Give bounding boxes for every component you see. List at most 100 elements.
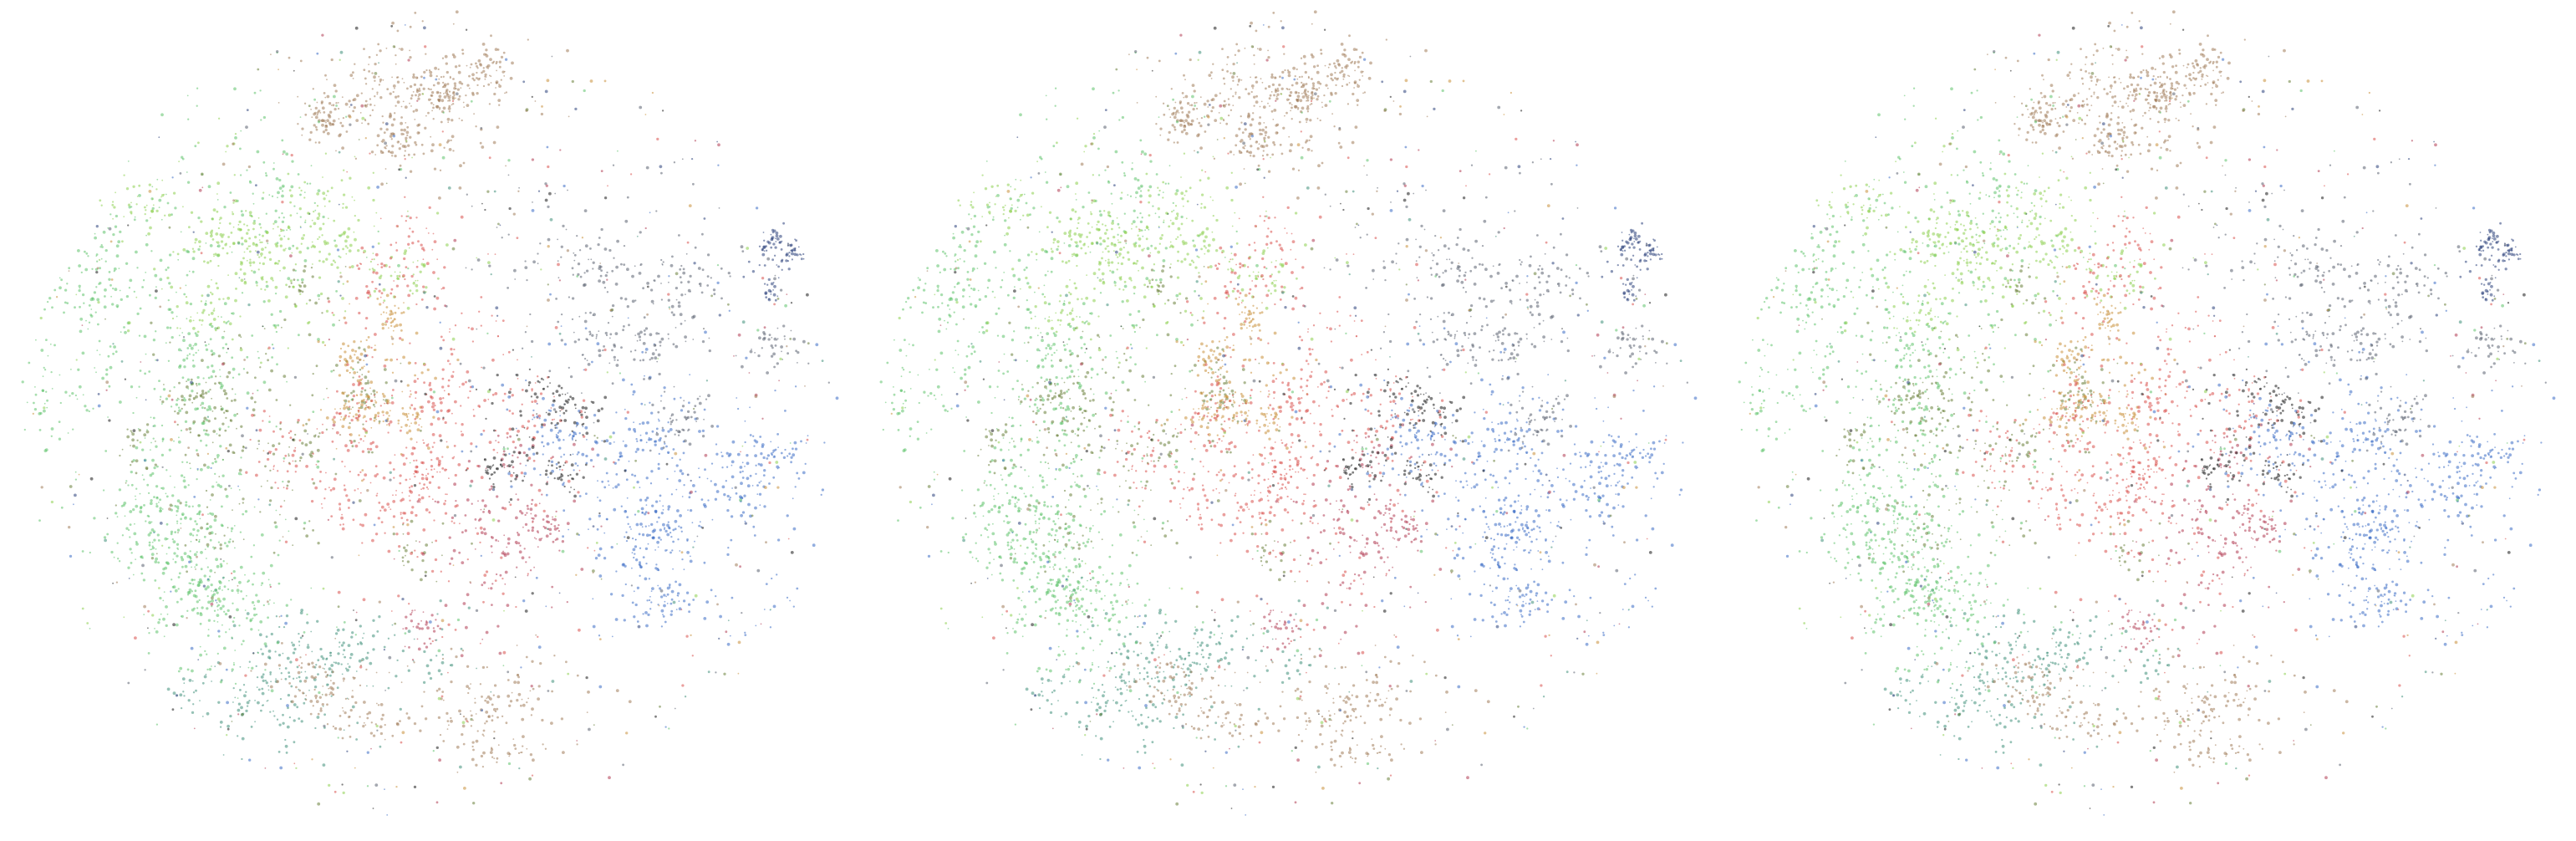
scatter-point	[375, 54, 379, 56]
scatter-point	[202, 420, 206, 423]
scatter-point	[510, 485, 513, 488]
scatter-point	[97, 300, 100, 304]
scatter-point	[312, 244, 315, 247]
scatter-point	[112, 217, 115, 220]
scatter-point	[462, 161, 466, 165]
scatter-point	[323, 242, 327, 246]
scatter-point	[188, 319, 192, 323]
scatter-point	[727, 454, 731, 457]
scatter-point	[677, 594, 680, 597]
scatter-point	[374, 405, 376, 408]
scatter-point	[776, 433, 779, 436]
scatter-point	[260, 227, 262, 229]
scatter-point	[203, 260, 206, 263]
scatter-point	[305, 422, 308, 426]
scatter-point	[425, 115, 427, 117]
scatter-point	[183, 398, 187, 402]
scatter-point	[188, 582, 191, 584]
scatter-point	[374, 333, 377, 336]
scatter-point	[232, 451, 235, 454]
scatter-point	[579, 275, 583, 278]
scatter-point	[354, 155, 356, 158]
scatter-point	[266, 231, 269, 234]
scatter-point	[180, 706, 183, 710]
scatter-point	[384, 141, 387, 145]
scatter-point	[547, 205, 550, 209]
scatter-point	[542, 453, 544, 456]
scatter-point	[342, 193, 346, 196]
scatter-point	[429, 676, 433, 680]
scatter-point	[242, 502, 244, 504]
scatter-point	[257, 440, 261, 442]
scatter-point	[204, 432, 207, 436]
scatter-point	[400, 517, 404, 519]
scatter-point	[662, 406, 666, 410]
scatter-point	[486, 64, 491, 68]
scatter-point	[71, 391, 74, 395]
scatter-point	[550, 421, 553, 425]
scatter-point	[359, 340, 363, 343]
scatter-point	[382, 79, 384, 81]
scatter-point	[214, 417, 216, 420]
scatter-point	[719, 614, 722, 619]
scatter-point	[352, 71, 354, 74]
scatter-point	[200, 526, 204, 530]
scatter-point	[651, 587, 654, 590]
scatter-point	[585, 269, 589, 273]
scatter-point	[540, 426, 543, 429]
scatter-point	[556, 538, 559, 541]
scatter-point	[500, 55, 504, 59]
scatter-point	[389, 508, 392, 511]
scatter-point	[154, 296, 157, 300]
scatter-point	[332, 104, 335, 107]
scatter-point	[447, 623, 451, 626]
scatter-point	[438, 196, 441, 200]
scatter-point	[384, 381, 388, 385]
scatter-point	[386, 424, 388, 426]
scatter-point	[370, 393, 373, 395]
scatter-point	[390, 401, 395, 405]
scatter-point	[165, 469, 168, 471]
scatter-point	[753, 534, 756, 537]
scatter-point	[171, 335, 174, 339]
scatter-point	[731, 487, 733, 489]
scatter-point	[441, 635, 444, 639]
scatter-point	[613, 359, 616, 361]
scatter-point	[300, 666, 303, 669]
scatter-point	[311, 116, 313, 119]
scatter-point	[490, 748, 494, 752]
scatter-point	[364, 375, 368, 380]
scatter-point	[726, 508, 730, 512]
scatter-point	[318, 227, 323, 231]
scatter-point	[427, 488, 430, 490]
scatter-point	[332, 259, 335, 262]
scatter-point	[349, 653, 354, 656]
scatter-point	[371, 634, 375, 638]
scatter-point	[357, 643, 359, 645]
scatter-point	[417, 240, 420, 243]
scatter-point	[322, 667, 324, 670]
scatter-point	[446, 728, 449, 730]
scatter-point	[204, 391, 208, 395]
scatter-point	[432, 271, 435, 274]
scatter-point	[680, 323, 683, 325]
scatter-point	[447, 121, 450, 124]
scatter-point	[256, 686, 258, 688]
scatter-point	[604, 273, 608, 278]
scatter-point	[117, 240, 121, 244]
scatter-point	[323, 240, 327, 243]
scatter-point	[680, 264, 683, 268]
scatter-point	[376, 134, 380, 138]
scatter-point	[191, 359, 195, 362]
scatter-point	[385, 306, 389, 308]
scatter-point	[240, 347, 242, 349]
scatter-point	[388, 425, 390, 427]
scatter-point	[377, 411, 380, 415]
scatter-point	[391, 76, 393, 79]
scatter-point	[189, 556, 192, 559]
scatter-point	[405, 457, 408, 460]
scatter-point	[404, 278, 406, 281]
scatter-point	[281, 326, 283, 329]
scatter-point	[303, 521, 307, 525]
